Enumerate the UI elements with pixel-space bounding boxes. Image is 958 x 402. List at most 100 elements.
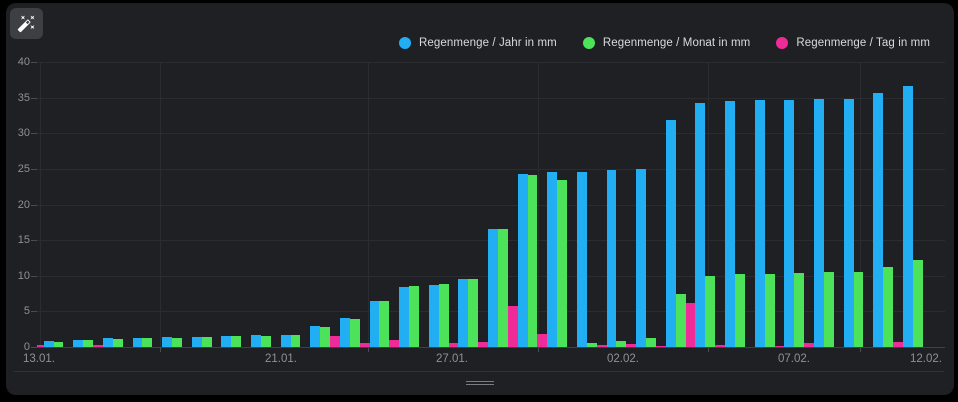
- bar-monat-12.02.[interactable]: [913, 260, 923, 347]
- bar-tag-08.02.[interactable]: [804, 343, 814, 347]
- panel-divider: [14, 371, 944, 372]
- x-axis-label: 27.01.: [436, 353, 468, 365]
- bar-monat-08.02.[interactable]: [794, 273, 804, 347]
- bar-monat-28.01.[interactable]: [468, 279, 478, 347]
- bar-tag-23.01.[interactable]: [330, 336, 340, 347]
- bar-tag-05.02.[interactable]: [715, 345, 725, 347]
- bar-jahr-26.01.[interactable]: [399, 287, 409, 347]
- bar-monat-26.01.[interactable]: [409, 286, 419, 347]
- bar-jahr-31.01.[interactable]: [547, 172, 557, 347]
- bar-monat-27.01.[interactable]: [439, 284, 449, 347]
- bar-jahr-18.01.[interactable]: [162, 337, 172, 347]
- bar-jahr-05.02.[interactable]: [695, 103, 705, 347]
- bar-monat-24.01.[interactable]: [350, 319, 360, 348]
- bar-jahr-14.01.[interactable]: [44, 341, 54, 347]
- legend: Regenmenge / Jahr in mm Regenmenge / Mona…: [399, 37, 930, 49]
- bar-tag-01.02.[interactable]: [597, 345, 607, 347]
- bar-monat-06.02.[interactable]: [735, 274, 745, 347]
- y-axis-label: 5: [4, 305, 30, 317]
- bar-jahr-16.01.[interactable]: [103, 338, 113, 347]
- bar-jahr-21.01.[interactable]: [251, 335, 261, 347]
- bar-jahr-10.02.[interactable]: [844, 99, 854, 347]
- bar-jahr-22.01.[interactable]: [281, 335, 291, 347]
- bar-tag-28.01.[interactable]: [478, 342, 488, 347]
- bar-jahr-28.01.[interactable]: [458, 279, 468, 347]
- legend-dot-jahr: [399, 37, 411, 49]
- bar-monat-23.01.[interactable]: [320, 327, 330, 347]
- bar-monat-04.02.[interactable]: [676, 294, 686, 347]
- legend-item-tag[interactable]: Regenmenge / Tag in mm: [776, 37, 930, 49]
- bar-jahr-23.01.[interactable]: [310, 326, 320, 347]
- plot-area: [37, 55, 945, 347]
- bar-monat-05.02.[interactable]: [705, 276, 715, 347]
- bar-jahr-27.01.[interactable]: [429, 285, 439, 347]
- bar-jahr-09.02.[interactable]: [814, 99, 824, 347]
- bar-jahr-01.02.[interactable]: [577, 172, 587, 347]
- legend-label: Regenmenge / Jahr in mm: [419, 37, 557, 49]
- bar-monat-19.01.[interactable]: [202, 337, 212, 347]
- bar-monat-16.01.[interactable]: [113, 339, 123, 347]
- bar-tag-03.02.[interactable]: [656, 346, 666, 347]
- bar-jahr-24.01.[interactable]: [340, 318, 350, 347]
- y-axis-label: 15: [4, 234, 30, 246]
- screenshot-stage: Regenmenge / Jahr in mm Regenmenge / Mona…: [0, 0, 958, 402]
- bar-monat-25.01.[interactable]: [379, 301, 389, 347]
- bar-monat-31.01.[interactable]: [557, 180, 567, 347]
- bar-jahr-03.02.[interactable]: [636, 169, 646, 347]
- magic-wand-button[interactable]: [10, 8, 43, 39]
- y-axis-label: 40: [4, 56, 30, 68]
- bar-monat-14.01.[interactable]: [54, 342, 64, 347]
- y-axis-label: 35: [4, 92, 30, 104]
- bar-jahr-08.02.[interactable]: [784, 100, 794, 347]
- bar-jahr-25.01.[interactable]: [370, 301, 380, 347]
- bar-tag-07.02.[interactable]: [775, 346, 785, 347]
- bar-jahr-20.01.[interactable]: [221, 336, 231, 347]
- legend-label: Regenmenge / Monat in mm: [603, 37, 751, 49]
- bar-jahr-06.02.[interactable]: [725, 101, 735, 347]
- bar-monat-10.02.[interactable]: [854, 272, 864, 347]
- y-axis-label: 30: [4, 127, 30, 139]
- bar-tag-29.01.[interactable]: [508, 306, 518, 347]
- bar-tag-11.02.[interactable]: [893, 342, 903, 347]
- bar-monat-15.01.[interactable]: [83, 340, 93, 347]
- bar-monat-01.02.[interactable]: [587, 343, 597, 347]
- bar-jahr-19.01.[interactable]: [192, 337, 202, 347]
- bar-jahr-30.01.[interactable]: [518, 174, 528, 347]
- bar-tag-25.01.[interactable]: [389, 340, 399, 347]
- legend-item-jahr[interactable]: Regenmenge / Jahr in mm: [399, 37, 557, 49]
- bar-monat-07.02.[interactable]: [765, 274, 775, 347]
- bar-jahr-17.01.[interactable]: [133, 338, 143, 347]
- bar-tag-27.01.[interactable]: [449, 343, 459, 347]
- bar-monat-20.01.[interactable]: [231, 336, 241, 347]
- bar-tag-15.01.[interactable]: [93, 345, 103, 347]
- y-axis-label: 10: [4, 270, 30, 282]
- bar-monat-11.02.[interactable]: [883, 267, 893, 348]
- legend-item-monat[interactable]: Regenmenge / Monat in mm: [583, 37, 751, 49]
- bar-monat-17.01.[interactable]: [142, 338, 152, 347]
- bar-jahr-11.02.[interactable]: [873, 93, 883, 347]
- bar-monat-30.01.[interactable]: [528, 175, 538, 347]
- bar-monat-09.02.[interactable]: [824, 272, 834, 347]
- x-axis-tick: [538, 348, 539, 352]
- bar-monat-22.01.[interactable]: [291, 335, 301, 347]
- x-axis-label: 21.01.: [265, 353, 297, 365]
- bar-jahr-04.02.[interactable]: [666, 120, 676, 347]
- resize-handle[interactable]: [466, 381, 494, 387]
- bar-tag-24.01.[interactable]: [360, 343, 370, 347]
- y-axis-label: 20: [4, 199, 30, 211]
- bar-tag-02.02.[interactable]: [626, 344, 636, 347]
- bar-jahr-29.01.[interactable]: [488, 229, 498, 347]
- bar-jahr-07.02.[interactable]: [755, 100, 765, 347]
- bar-tag-30.01.[interactable]: [537, 334, 547, 347]
- bar-jahr-15.01.[interactable]: [73, 340, 83, 347]
- x-axis-label: 12.02.: [910, 353, 942, 365]
- bar-monat-02.02.[interactable]: [616, 341, 626, 347]
- bar-monat-18.01.[interactable]: [172, 338, 182, 347]
- bar-jahr-02.02.[interactable]: [607, 170, 617, 347]
- bar-jahr-12.02.[interactable]: [903, 86, 913, 347]
- x-axis-tick: [160, 348, 161, 352]
- bar-monat-29.01.[interactable]: [498, 229, 508, 347]
- bar-monat-03.02.[interactable]: [646, 338, 656, 347]
- bar-monat-21.01.[interactable]: [261, 336, 271, 347]
- bar-tag-04.02.[interactable]: [686, 303, 696, 347]
